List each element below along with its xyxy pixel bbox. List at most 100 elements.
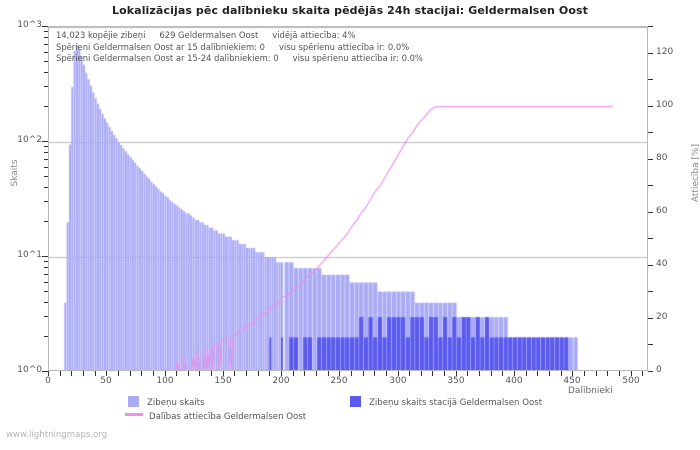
x-tick-label: 350 <box>447 376 465 386</box>
x-tick-label: 300 <box>389 376 407 386</box>
average-ratio-text: vidējā attiecība: 4% <box>272 30 356 40</box>
legend-label-ratio: Dalības attiecība Geldermalsen Oost <box>149 412 307 422</box>
axis-tick <box>648 159 653 160</box>
legend-item-station: Zibeņu skaits stacijā Geldermalsen Oost <box>350 396 542 408</box>
axis-tick <box>648 318 653 319</box>
y-tick-label-right: 120 <box>656 47 674 57</box>
axis-tick <box>42 26 48 27</box>
axis-tick <box>153 371 154 376</box>
x-tick-label: 250 <box>330 376 348 386</box>
y-tick-label-right: 40 <box>656 259 668 269</box>
axis-tick <box>44 291 48 292</box>
y-tick-label-left: 10^0 <box>17 365 42 375</box>
y-tick-label-right: 60 <box>656 206 668 216</box>
y-tick-label-right: 80 <box>656 153 668 163</box>
axis-tick <box>363 371 364 376</box>
y-tick-label-right: 0 <box>656 365 662 375</box>
axis-tick <box>304 371 305 376</box>
axis-tick <box>258 371 259 376</box>
x-tick-label: 100 <box>156 376 174 386</box>
axis-tick <box>648 53 653 54</box>
legend-item-total: Zibeņu skaits <box>128 396 204 408</box>
axis-tick <box>648 26 653 27</box>
y-tick-label-left: 10^3 <box>17 20 42 30</box>
axis-tick <box>648 291 653 292</box>
axis-tick <box>95 371 96 376</box>
axis-tick <box>561 371 562 376</box>
axis-tick <box>44 61 48 62</box>
strokes-15-text: Spērieni Geldermalsen Oost ar 15 dalībni… <box>56 41 265 52</box>
axis-tick <box>165 371 166 376</box>
axis-tick <box>44 72 48 73</box>
annotation-line-3: Spērieni Geldermalsen Oost ar 15-24 dalī… <box>56 53 616 65</box>
page-title: Lokalizācijas pēc dalībnieku skaita pēdē… <box>111 4 588 17</box>
annotation-line-2: Spērieni Geldermalsen Oost ar 15 dalībni… <box>56 42 616 54</box>
strokes-15-ratio-text: visu spērienu attiecība ir: 0.0% <box>278 41 410 52</box>
plot-area <box>48 26 648 371</box>
axis-tick <box>572 371 573 376</box>
axis-tick <box>648 371 653 372</box>
annotation-line-1: 14,023 kopējie zibeņi 629 Geldermalsen Oo… <box>56 30 616 42</box>
axis-tick <box>648 212 653 213</box>
axis-tick <box>44 282 48 283</box>
axis-tick <box>648 132 653 133</box>
axis-tick <box>130 371 131 376</box>
axis-tick <box>44 187 48 188</box>
axis-tick <box>648 344 653 345</box>
axis-tick <box>44 221 48 222</box>
axis-tick <box>44 336 48 337</box>
axis-tick <box>549 371 550 376</box>
axis-tick <box>648 79 653 80</box>
axis-tick <box>421 371 422 376</box>
axis-tick <box>502 371 503 376</box>
axis-tick <box>648 106 653 107</box>
axis-tick <box>339 371 340 376</box>
x-tick-label: 450 <box>563 376 581 386</box>
axis-tick <box>211 371 212 376</box>
axis-tick <box>648 185 653 186</box>
x-tick-label: 150 <box>214 376 232 386</box>
axis-tick <box>269 371 270 376</box>
axis-tick <box>514 371 515 376</box>
legend-swatch-total <box>128 396 139 407</box>
axis-tick <box>648 238 653 239</box>
axis-tick <box>71 371 72 376</box>
axis-tick <box>328 371 329 376</box>
axis-tick <box>607 371 608 376</box>
axis-tick <box>118 371 119 376</box>
axis-tick <box>141 371 142 376</box>
axis-tick <box>106 371 107 376</box>
y-tick-label-left: 10^2 <box>17 135 42 145</box>
axis-tick <box>44 167 48 168</box>
axis-tick <box>491 371 492 376</box>
x-tick-label: 400 <box>505 376 523 386</box>
axis-tick <box>409 371 410 376</box>
y-tick-label-left: 10^1 <box>17 250 42 260</box>
axis-tick <box>648 265 653 266</box>
axis-tick <box>281 371 282 376</box>
strokes-15-24-text: Spērieni Geldermalsen Oost ar 15-24 dalī… <box>56 53 279 64</box>
x-axis-label: Dalībnieki <box>568 386 613 396</box>
axis-tick <box>642 371 643 376</box>
axis-tick <box>60 371 61 376</box>
axis-tick <box>526 371 527 376</box>
y-tick-label-right: 100 <box>656 100 674 110</box>
watermark: www.lightningmaps.org <box>6 430 108 440</box>
axis-tick <box>48 371 49 376</box>
x-tick-label: 200 <box>272 376 290 386</box>
axis-tick <box>374 371 375 376</box>
x-tick-label: 500 <box>622 376 640 386</box>
strokes-15-24-ratio-text: visu spērienu attiecība ir: 0.0% <box>292 53 423 64</box>
axis-tick <box>176 371 177 376</box>
axis-tick <box>44 316 48 317</box>
axis-tick <box>44 146 48 147</box>
axis-tick <box>44 201 48 202</box>
axis-tick <box>584 371 585 376</box>
axis-tick <box>42 256 48 257</box>
axis-tick <box>479 371 480 376</box>
station-strokes-text: 629 Geldermalsen Oost <box>159 30 259 40</box>
legend-swatch-station <box>350 396 361 407</box>
axis-tick <box>293 371 294 376</box>
axis-tick <box>44 261 48 262</box>
